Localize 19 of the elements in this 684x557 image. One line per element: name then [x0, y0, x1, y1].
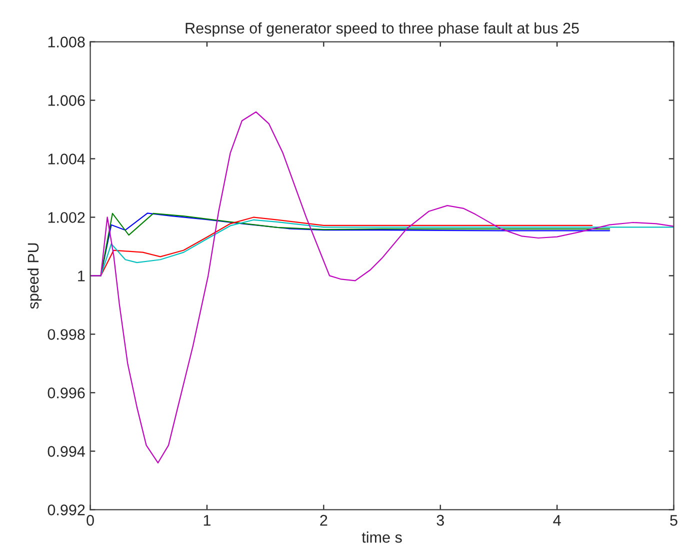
chart-title: Respnse of generator speed to three phase fault at bus 25: [186, 22, 579, 37]
y-tick-label: 0.998: [48, 329, 85, 340]
y-axis-title: speed PU: [27, 243, 42, 309]
x-tick-label: 3: [436, 514, 444, 526]
x-tick-label: 4: [553, 515, 561, 526]
x-tick-label: 5: [670, 515, 678, 526]
x-axis-title: time s: [362, 532, 402, 543]
y-tick-label: 1.004: [48, 154, 85, 164]
y-tick-label: 1.002: [48, 212, 85, 223]
y-tick-label: 1: [78, 270, 85, 282]
line-series: [90, 111, 674, 464]
x-tick-label: 1: [204, 515, 210, 526]
x-tick-label: 0: [86, 514, 94, 526]
y-tick-label: 1.006: [48, 95, 85, 106]
y-tick-label: 0.992: [48, 504, 85, 516]
y-tick-label: 1.008: [48, 36, 85, 48]
x-tick-label: 2: [320, 514, 328, 526]
y-tick-label: 0.996: [48, 388, 85, 398]
y-tick-label: 0.994: [48, 446, 85, 457]
